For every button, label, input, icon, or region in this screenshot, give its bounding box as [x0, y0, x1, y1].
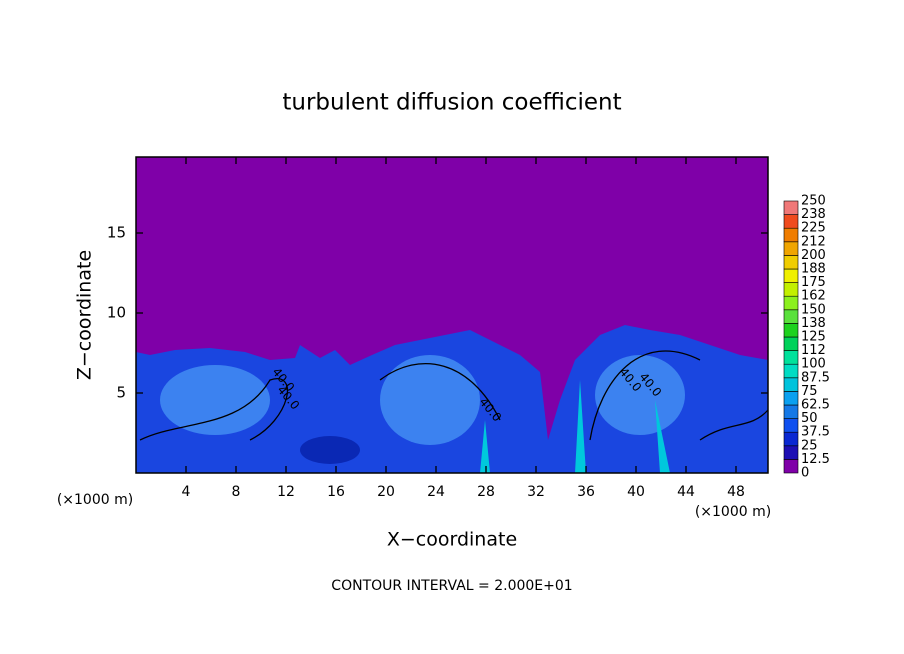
x-unit-label: (×1000 m)	[695, 504, 771, 520]
colorbar-bin	[783, 431, 799, 447]
x-tick-label: 24	[427, 484, 445, 500]
chart-title: turbulent diffusion coefficient	[282, 90, 621, 116]
field-region	[595, 355, 685, 435]
colorbar-bin	[783, 214, 799, 229]
colorbar-bin	[783, 255, 799, 270]
colorbar-label: 250	[801, 194, 826, 209]
colorbar-bin	[783, 377, 799, 392]
colorbar-label: 12.5	[801, 452, 830, 467]
colorbar-bin	[783, 323, 799, 338]
colorbar-bin	[783, 363, 799, 379]
colorbar-bin	[783, 227, 799, 243]
colorbar-label: 50	[801, 411, 818, 426]
field-region	[160, 365, 270, 435]
x-tick-label: 32	[527, 484, 545, 500]
colorbar-bin	[783, 336, 799, 351]
colorbar-label: 200	[801, 248, 826, 263]
y-tick-label: 10	[107, 304, 126, 322]
colorbar-label: 100	[801, 357, 826, 372]
x-tick-label: 4	[182, 484, 191, 500]
x-tick-label: 28	[477, 484, 495, 500]
x-tick-label: 48	[727, 484, 745, 500]
colorbar-label: 225	[801, 221, 826, 236]
x-tick-label: 36	[577, 484, 595, 500]
colorbar-bin	[783, 295, 799, 311]
y-tick-label: 15	[107, 224, 126, 242]
colorbar-label: 87.5	[801, 370, 830, 385]
colorbar-label: 25	[801, 438, 818, 453]
colorbar-label: 150	[801, 302, 826, 317]
colorbar-label: 37.5	[801, 425, 830, 440]
colorbar-label: 238	[801, 207, 826, 222]
colorbar-bin	[783, 309, 799, 324]
colorbar-bin	[783, 241, 799, 256]
plot-frame	[135, 156, 769, 474]
colorbar-label: 112	[801, 343, 826, 358]
x-tick-label: 8	[232, 484, 241, 500]
colorbar-bin	[783, 268, 799, 283]
contour-line	[139, 350, 769, 441]
colorbar-bin	[783, 445, 799, 460]
field	[136, 157, 769, 473]
y-tick-label: 5	[116, 384, 126, 402]
colorbar-label: 75	[801, 384, 818, 399]
colorbar-label: 138	[801, 316, 826, 331]
colorbar-bin	[783, 200, 799, 215]
x-tick-label: 12	[277, 484, 295, 500]
field-region	[300, 436, 360, 464]
colorbar-bin	[783, 391, 799, 406]
colorbar-label: 125	[801, 330, 826, 345]
x-tick-label: 16	[327, 484, 345, 500]
footer-note: CONTOUR INTERVAL = 2.000E+01	[331, 578, 572, 594]
colorbar-label: 212	[801, 234, 826, 249]
colorbar-bin	[783, 459, 799, 474]
colorbar-label: 0	[801, 466, 809, 481]
x-tick-label: 44	[677, 484, 695, 500]
x-tick-label: 40	[627, 484, 645, 500]
field-region	[380, 355, 480, 445]
colorbar-label: 188	[801, 262, 826, 277]
colorbar-bin	[783, 404, 799, 419]
colorbar-label: 162	[801, 289, 826, 304]
colorbar-label: 62.5	[801, 398, 830, 413]
y-axis-label: Z−coordinate	[74, 250, 96, 380]
x-axis-label: X−coordinate	[387, 529, 517, 551]
colorbar-label: 175	[801, 275, 826, 290]
colorbar-bin	[783, 418, 799, 433]
colorbar-bin	[783, 350, 799, 365]
x-tick-label: 20	[377, 484, 395, 500]
x-unit-label: (×1000 m)	[57, 492, 133, 508]
colorbar-bin	[783, 282, 799, 297]
